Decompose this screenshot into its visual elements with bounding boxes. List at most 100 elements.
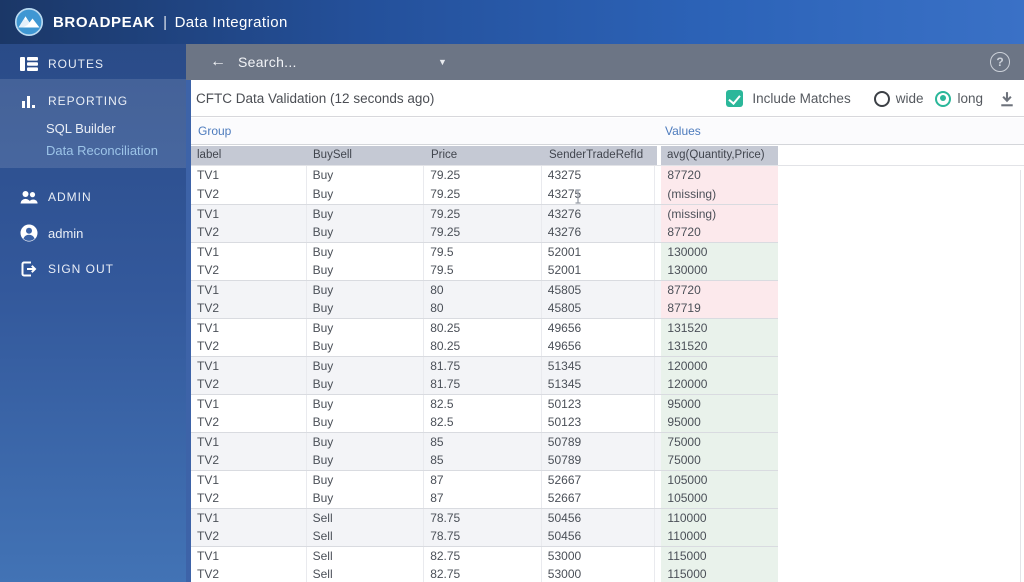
cell-sendertraderefid: 53000: [541, 565, 656, 582]
table-row[interactable]: TV1 Sell 82.75 53000 115000: [191, 546, 778, 565]
cell-label: TV2: [191, 337, 307, 356]
table-row[interactable]: TV1 Sell 78.75 50456 110000: [191, 508, 778, 527]
cell-sendertraderefid: 43276: [541, 223, 656, 242]
cell-label: TV1: [191, 205, 307, 223]
sidebar-item-user[interactable]: admin: [0, 221, 186, 245]
table-row[interactable]: TV2 Buy 80.25 49656 131520: [191, 337, 778, 356]
cell-price: 82.75: [424, 547, 542, 565]
back-arrow-icon[interactable]: ←: [210, 53, 226, 70]
sidebar-item-label: SIGN OUT: [48, 262, 115, 276]
table-row[interactable]: TV2 Buy 80 45805 87719: [191, 299, 778, 318]
cell-buysell: Buy: [306, 433, 425, 451]
cell-value: 87719: [661, 299, 778, 318]
column-gap: [655, 223, 662, 242]
group-columns: label BuySell Price SenderTradeRefId: [191, 146, 657, 165]
table-row[interactable]: TV2 Sell 78.75 50456 110000: [191, 527, 778, 546]
column-header-label[interactable]: label: [197, 149, 222, 161]
table-row[interactable]: TV2 Buy 81.75 51345 120000: [191, 375, 778, 394]
brand-name-part2: PEAK: [111, 13, 156, 31]
sidebar-item-sign-out[interactable]: SIGN OUT: [0, 257, 186, 281]
radio-label-long[interactable]: long: [957, 91, 983, 106]
reporting-section-highlight: [0, 79, 186, 168]
sidebar-item-label: REPORTING: [48, 94, 129, 108]
table-row[interactable]: TV2 Buy 87 52667 105000: [191, 489, 778, 508]
table-row[interactable]: TV2 Buy 79.25 43276 87720: [191, 223, 778, 242]
radio-label-wide[interactable]: wide: [895, 91, 924, 106]
search-input[interactable]: Search...: [238, 54, 297, 70]
download-icon[interactable]: [998, 91, 1016, 107]
table-row[interactable]: TV1 Buy 79.5 52001 130000: [191, 242, 778, 261]
report-title: CFTC Data Validation (12 seconds ago): [196, 90, 435, 106]
table-row[interactable]: TV1 Buy 82.5 50123 95000: [191, 394, 778, 413]
cell-sendertraderefid: 49656: [541, 337, 656, 356]
sidebar-item-admin-section[interactable]: ADMIN: [0, 185, 186, 209]
cell-buysell: Sell: [306, 565, 425, 582]
cell-price: 79.5: [424, 261, 542, 280]
broadpeak-logo-icon[interactable]: [14, 7, 44, 37]
table-row[interactable]: TV2 Buy 85 50789 75000: [191, 451, 778, 470]
include-matches-label[interactable]: Include Matches: [752, 91, 851, 106]
column-gap: [655, 299, 662, 318]
table-row[interactable]: TV1 Buy 85 50789 75000: [191, 432, 778, 451]
cell-sendertraderefid: 45805: [541, 281, 656, 299]
cell-label: TV1: [191, 471, 307, 489]
radio-wide[interactable]: [873, 90, 890, 107]
cell-sendertraderefid: 53000: [541, 547, 656, 565]
cell-buysell: Buy: [306, 413, 425, 432]
brand-product: Data Integration: [174, 13, 288, 31]
cell-label: TV1: [191, 319, 307, 337]
cell-price: 78.75: [424, 509, 542, 527]
cell-value: 120000: [661, 357, 778, 375]
table-row[interactable]: TV1 Buy 80.25 49656 131520: [191, 318, 778, 337]
chevron-down-icon[interactable]: ▼: [438, 57, 447, 67]
table-body: TV1 Buy 79.25 43275 87720 TV2 Buy 79.25 43275 (mi…: [191, 166, 778, 582]
help-icon[interactable]: ?: [990, 52, 1010, 72]
sidebar-item-sql-builder[interactable]: SQL Builder: [46, 121, 116, 136]
table-row[interactable]: TV1 Buy 79.25 43276 (missing): [191, 204, 778, 223]
cell-value: 87720: [661, 223, 778, 242]
column-gap: [655, 375, 662, 394]
cell-price: 80.25: [424, 337, 542, 356]
cell-value: 95000: [661, 413, 778, 432]
table-row[interactable]: TV1 Buy 81.75 51345 120000: [191, 356, 778, 375]
cell-buysell: Buy: [306, 395, 425, 413]
cell-buysell: Buy: [306, 375, 425, 394]
cell-price: 87: [424, 489, 542, 508]
radio-long[interactable]: [935, 90, 952, 107]
brand-title[interactable]: BROADPEAK | Data Integration: [53, 14, 288, 31]
column-header-values[interactable]: avg(Quantity,Price): [661, 146, 778, 165]
include-matches-checkbox[interactable]: [726, 90, 744, 107]
table-row[interactable]: TV2 Buy 82.5 50123 95000: [191, 413, 778, 432]
column-header-buysell[interactable]: BuySell: [313, 149, 352, 161]
cell-price: 80.25: [424, 319, 542, 337]
toolbar-controls: Include Matches wide long: [726, 80, 1016, 117]
table-row[interactable]: TV2 Buy 79.5 52001 130000: [191, 261, 778, 280]
cell-label: TV2: [191, 565, 307, 582]
table-row[interactable]: TV2 Sell 82.75 53000 115000: [191, 565, 778, 582]
cell-price: 82.5: [424, 413, 542, 432]
cell-label: TV2: [191, 261, 307, 280]
sidebar-item-routes[interactable]: ROUTES: [0, 52, 186, 76]
cell-sendertraderefid: 52667: [541, 471, 656, 489]
column-gap: [655, 413, 662, 432]
table-row[interactable]: TV1 Buy 80 45805 87720: [191, 280, 778, 299]
cell-buysell: Buy: [306, 261, 425, 280]
cell-value: 105000: [661, 489, 778, 508]
cell-label: TV1: [191, 547, 307, 565]
column-header-sendertraderefid[interactable]: SenderTradeRefId: [549, 149, 644, 161]
cell-label: TV1: [191, 357, 307, 375]
table-right-border: [1020, 170, 1021, 582]
table-row[interactable]: TV2 Buy 79.25 43275 (missing): [191, 185, 778, 204]
sidebar-item-data-reconciliation[interactable]: Data Reconciliation: [46, 143, 159, 158]
table-row[interactable]: TV1 Buy 79.25 43275 87720: [191, 166, 778, 185]
cell-buysell: Buy: [306, 357, 425, 375]
report-toolbar: CFTC Data Validation (12 seconds ago) In…: [186, 80, 1024, 117]
cell-buysell: Buy: [306, 166, 425, 185]
cell-price: 85: [424, 433, 542, 451]
table-row[interactable]: TV1 Buy 87 52667 105000: [191, 470, 778, 489]
sidebar-item-reporting[interactable]: REPORTING: [0, 89, 186, 113]
column-gap: [655, 337, 662, 356]
cell-buysell: Buy: [306, 319, 425, 337]
column-header-price[interactable]: Price: [431, 149, 458, 161]
